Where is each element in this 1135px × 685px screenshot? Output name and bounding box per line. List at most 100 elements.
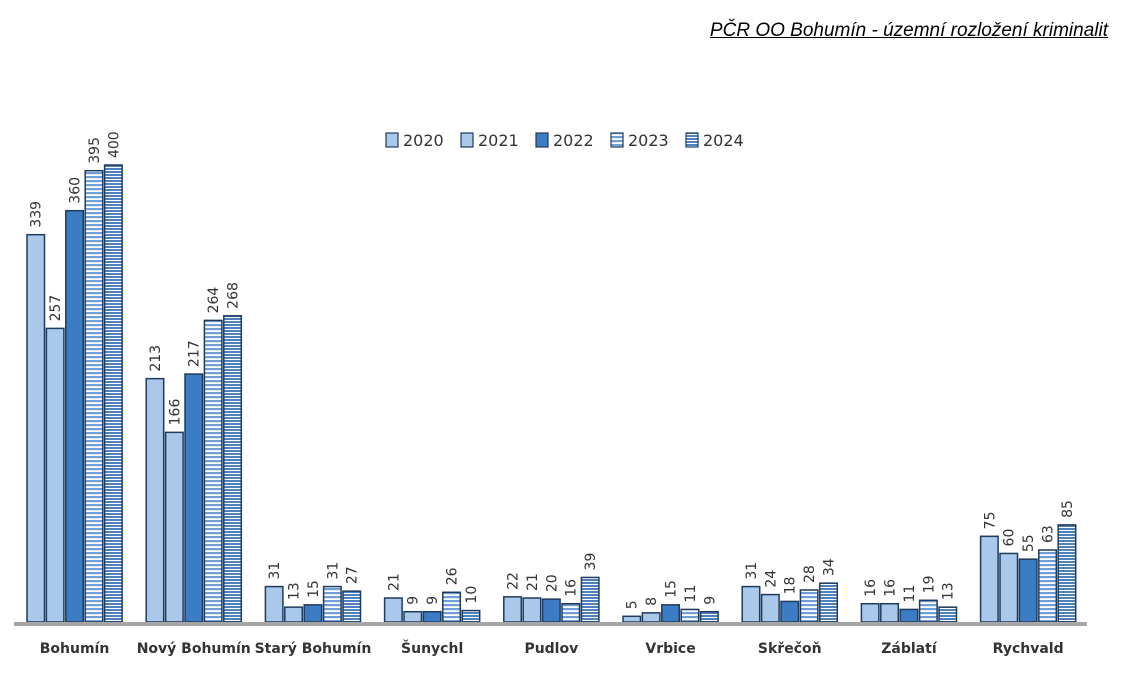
data-label-sunychl-2024: 10 — [464, 586, 480, 604]
bar-pudlov-2024 — [580, 576, 600, 623]
data-label-vrbice-2022: 15 — [664, 580, 680, 598]
category-label-vrbice: Vrbice — [645, 641, 695, 657]
data-label-novy-bohumin-2020: 213 — [148, 345, 164, 372]
bar-rychvald-2020 — [979, 535, 999, 623]
bar-rychvald-2024 — [1057, 524, 1077, 623]
chart-legend: 2020 2021 2022 2023 2024 — [385, 131, 744, 150]
category-label-rychvald: Rychvald — [993, 641, 1064, 657]
bar-stary-bohumin-2021 — [284, 606, 304, 623]
bar-vrbice-2020 — [622, 615, 642, 623]
chart-title: PČR OO Bohumín - územní rozložení krimin… — [709, 20, 1108, 41]
data-label-sunychl-2020: 21 — [386, 573, 402, 591]
data-label-pudlov-2022: 20 — [544, 574, 560, 592]
bar-sunychl-2024 — [461, 609, 481, 623]
data-label-skrecon-2022: 18 — [783, 577, 799, 595]
bar-zablati-2022 — [899, 608, 919, 623]
data-label-rychvald-2021: 60 — [1002, 529, 1018, 547]
bar-pudlov-2021 — [522, 597, 542, 623]
data-label-novy-bohumin-2022: 217 — [187, 340, 203, 367]
bar-zablati-2024 — [938, 606, 958, 623]
legend-label-2022: 2022 — [553, 131, 594, 150]
legend-label-2024: 2024 — [703, 131, 744, 150]
data-label-vrbice-2024: 9 — [702, 596, 718, 605]
data-label-skrecon-2024: 34 — [822, 558, 838, 576]
bar-novy-bohumin-2022 — [184, 373, 204, 623]
bar-zablati-2021 — [880, 602, 900, 623]
data-label-bohumin-2023: 395 — [87, 137, 103, 164]
legend-label-2020: 2020 — [403, 131, 444, 150]
data-label-stary-bohumin-2021: 13 — [287, 582, 303, 600]
data-label-rychvald-2020: 75 — [982, 511, 998, 529]
data-label-pudlov-2024: 39 — [583, 553, 599, 571]
category-labels-group: Bohumín Nový Bohumín Starý Bohumín Šunychl P… — [40, 639, 1064, 657]
category-label-novy-bohumin: Nový Bohumín — [137, 641, 251, 657]
bar-stary-bohumin-2023 — [322, 585, 342, 623]
data-label-stary-bohumin-2023: 31 — [325, 562, 341, 580]
category-label-pudlov: Pudlov — [524, 641, 578, 657]
data-label-sunychl-2021: 9 — [406, 596, 422, 605]
bar-novy-bohumin-2020 — [145, 377, 165, 623]
data-label-zablati-2023: 19 — [921, 575, 937, 593]
data-label-stary-bohumin-2022: 15 — [306, 580, 322, 598]
bar-stary-bohumin-2024 — [342, 590, 362, 623]
legend-swatch-2020 — [385, 132, 399, 148]
bar-sunychl-2021 — [403, 610, 423, 623]
data-label-sunychl-2022: 9 — [425, 596, 441, 605]
bar-novy-bohumin-2021 — [164, 431, 184, 623]
legend-swatch-2024 — [685, 132, 699, 148]
bar-pudlov-2022 — [541, 598, 561, 623]
bar-sunychl-2022 — [422, 610, 442, 623]
bar-rychvald-2023 — [1038, 549, 1058, 623]
bar-vrbice-2024 — [699, 610, 719, 623]
data-label-rychvald-2023: 63 — [1041, 525, 1057, 543]
bar-pudlov-2020 — [503, 596, 523, 623]
bar-zablati-2023 — [918, 599, 938, 623]
data-label-pudlov-2021: 21 — [525, 573, 541, 591]
legend-swatch-2023 — [610, 132, 624, 148]
bar-vrbice-2022 — [661, 604, 681, 623]
data-label-novy-bohumin-2024: 268 — [226, 282, 242, 309]
data-label-pudlov-2020: 22 — [506, 572, 522, 590]
bar-vrbice-2021 — [641, 612, 661, 623]
legend-label-2023: 2023 — [628, 131, 669, 150]
bar-skrecon-2021 — [760, 593, 780, 623]
data-label-stary-bohumin-2024: 27 — [345, 566, 361, 584]
bar-skrecon-2020 — [741, 585, 761, 623]
bar-skrecon-2022 — [780, 600, 800, 623]
data-label-zablati-2020: 16 — [863, 579, 879, 597]
data-label-bohumin-2021: 257 — [48, 295, 64, 322]
bar-bohumin-2022 — [65, 209, 85, 623]
category-label-zablati: Záblatí — [881, 641, 938, 657]
bar-bohumin-2024 — [103, 164, 123, 623]
data-label-sunychl-2023: 26 — [445, 567, 461, 585]
category-label-stary-bohumin: Starý Bohumín — [255, 641, 372, 657]
bar-skrecon-2024 — [819, 582, 839, 623]
bar-sunychl-2020 — [383, 597, 403, 623]
data-label-skrecon-2023: 28 — [802, 565, 818, 583]
bar-bohumin-2023 — [84, 169, 104, 623]
data-label-vrbice-2020: 5 — [625, 600, 641, 609]
bar-bohumin-2021 — [45, 327, 65, 623]
legend-swatch-2022 — [535, 132, 549, 148]
bars-group — [26, 164, 1077, 623]
category-label-sunychl: Šunychl — [401, 639, 463, 657]
bar-stary-bohumin-2020 — [264, 585, 284, 623]
data-label-zablati-2022: 11 — [902, 585, 918, 603]
data-label-bohumin-2022: 360 — [68, 177, 84, 204]
legend-label-2021: 2021 — [478, 131, 519, 150]
bar-pudlov-2023 — [561, 602, 581, 623]
data-label-bohumin-2020: 339 — [29, 201, 45, 228]
data-label-vrbice-2021: 8 — [644, 597, 660, 606]
category-label-bohumin: Bohumín — [40, 641, 110, 657]
data-label-vrbice-2023: 11 — [683, 585, 699, 603]
data-label-bohumin-2024: 400 — [106, 131, 122, 158]
bar-stary-bohumin-2022 — [303, 604, 323, 623]
bar-rychvald-2021 — [999, 552, 1019, 623]
data-label-rychvald-2024: 85 — [1060, 500, 1076, 518]
bar-vrbice-2023 — [680, 608, 700, 623]
bar-rychvald-2022 — [1018, 558, 1038, 623]
data-label-zablati-2021: 16 — [883, 579, 899, 597]
bar-zablati-2020 — [860, 602, 880, 623]
